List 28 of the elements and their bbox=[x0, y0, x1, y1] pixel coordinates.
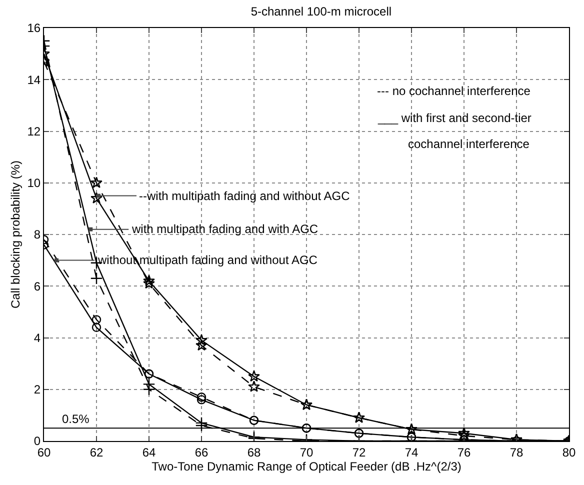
annotation: cochannel interference bbox=[408, 137, 530, 151]
x-axis-title: Two-Tone Dynamic Range of Optical Feeder (dB .Hz^(2/3) bbox=[152, 459, 462, 474]
x-tick-label: 74 bbox=[404, 445, 418, 460]
x-tick-label: 78 bbox=[510, 445, 524, 460]
y-tick-label: 12 bbox=[27, 124, 41, 138]
y-tick-label: 14 bbox=[27, 72, 41, 87]
x-tick-label: 76 bbox=[457, 445, 471, 460]
ref-line-label: 0.5% bbox=[62, 412, 90, 426]
x-tick-label: 72 bbox=[352, 445, 366, 460]
y-tick-label: 8 bbox=[34, 228, 41, 242]
y-tick-label: 6 bbox=[34, 279, 41, 294]
annotation: --with multipath fading and without AGC bbox=[139, 189, 350, 203]
annotation: with multipath fading and with AGC bbox=[131, 222, 318, 236]
y-tick-label: 16 bbox=[27, 21, 41, 36]
annotation: without multipath fading and without AGC bbox=[97, 253, 318, 267]
annotation: --- no cochannel interference bbox=[377, 84, 531, 98]
annotation: ___ with first and second-tier bbox=[377, 111, 532, 125]
x-tick-label: 66 bbox=[194, 445, 208, 460]
y-axis-title: Call blocking probability (%) bbox=[8, 160, 23, 309]
y-tick-label: 4 bbox=[34, 330, 41, 345]
x-tick-label: 64 bbox=[142, 445, 156, 460]
x-tick-label: 62 bbox=[90, 445, 104, 460]
chart-title: 5-channel 100-m microcell bbox=[250, 4, 392, 19]
y-tick-label: 10 bbox=[27, 176, 41, 190]
x-tick-label: 70 bbox=[300, 445, 314, 460]
x-tick-label: 68 bbox=[247, 445, 261, 460]
x-tick-label: 80 bbox=[562, 445, 576, 460]
y-tick-label: 2 bbox=[34, 382, 41, 397]
